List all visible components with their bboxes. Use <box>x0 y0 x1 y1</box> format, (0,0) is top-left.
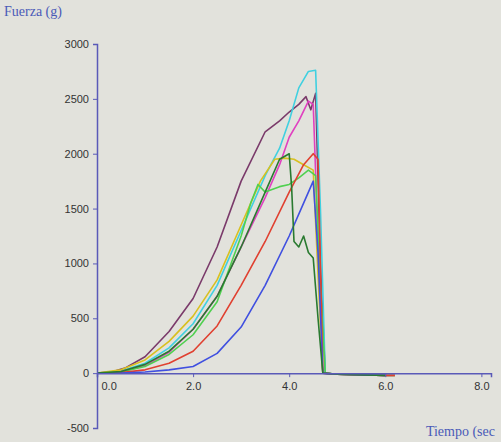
chart: -500 0 500 1000 1500 2000 2500 3000 0.0 2.0 4.0 6.0… <box>0 0 501 442</box>
x-tick: 2.0 <box>186 373 201 392</box>
x-tick: 6.0 <box>378 373 393 392</box>
y-tick-mark <box>93 428 97 429</box>
y-tick-label: 0 <box>83 367 89 379</box>
y-tick-mark <box>93 44 97 45</box>
x-tick-mark <box>193 373 194 377</box>
y-tick: 0 <box>83 367 97 379</box>
y-tick-label: 1500 <box>65 203 89 215</box>
y-tick-label: 500 <box>71 312 89 324</box>
series-line <box>97 170 385 375</box>
x-tick-mark <box>385 373 386 377</box>
background <box>0 0 501 442</box>
y-tick-mark <box>93 263 97 264</box>
y-axis-title: Fuerza (g) <box>4 4 62 20</box>
series-line <box>97 158 395 375</box>
x-tick-label: 2.0 <box>186 380 201 392</box>
y-tick: 500 <box>71 312 97 324</box>
x-axis: 0.0 2.0 4.0 6.0 8.0 <box>98 373 492 392</box>
x-tick-mark <box>481 373 482 377</box>
series-line <box>97 70 395 375</box>
y-tick-label: -500 <box>67 422 89 434</box>
x-tick-mark <box>289 373 290 377</box>
y-tick-mark <box>93 99 97 100</box>
y-tick: 1500 <box>65 203 97 215</box>
y-tick-label: 1000 <box>65 257 89 269</box>
series-line <box>97 154 395 376</box>
lines <box>97 70 395 375</box>
x-tick-label: 6.0 <box>378 380 393 392</box>
y-axis-line <box>93 45 98 429</box>
x-tick-mark <box>97 373 98 377</box>
x-axis-title: Tiempo (sec <box>426 424 495 440</box>
y-tick-mark <box>93 209 97 210</box>
x-tick-label: 8.0 <box>474 380 489 392</box>
series-line <box>97 93 395 375</box>
x-tick-label: 4.0 <box>282 380 297 392</box>
series-line <box>97 181 385 375</box>
y-tick-mark <box>93 373 97 374</box>
series-line <box>97 154 385 376</box>
y-tick: -500 <box>67 422 97 434</box>
series-line <box>97 101 385 375</box>
y-tick: 1000 <box>65 257 97 269</box>
x-tick: 0.0 <box>98 373 117 392</box>
y-tick-label: 3000 <box>65 38 89 50</box>
y-tick-mark <box>93 318 97 319</box>
y-tick-label: 2000 <box>65 148 89 160</box>
x-axis-line <box>98 374 492 378</box>
y-tick: 2500 <box>65 93 97 105</box>
x-tick: 4.0 <box>282 373 297 392</box>
y-tick-mark <box>93 154 97 155</box>
x-tick-label: 0.0 <box>102 380 117 392</box>
x-tick: 8.0 <box>474 373 489 392</box>
y-axis: -500 0 500 1000 1500 2000 2500 3000 <box>65 38 98 434</box>
y-tick: 3000 <box>65 38 97 50</box>
y-tick-label: 2500 <box>65 93 89 105</box>
y-tick: 2000 <box>65 148 97 160</box>
